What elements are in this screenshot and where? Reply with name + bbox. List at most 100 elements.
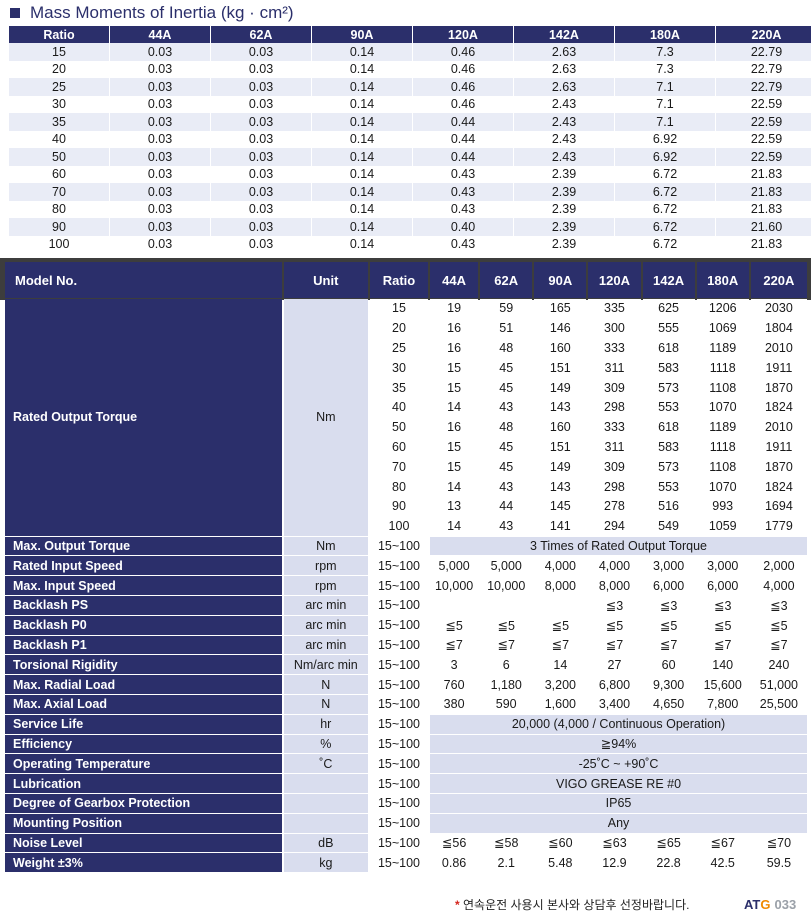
spec-row-value: 3,400 — [588, 694, 641, 714]
inertia-cell: 0.03 — [211, 183, 311, 201]
inertia-cell: 0.46 — [413, 95, 513, 113]
torque-value-cell: 573 — [642, 457, 695, 477]
torque-row: 20 16 51 146 300 555 1069 1804 — [5, 318, 807, 338]
spec-row-ratio: 15~100 — [369, 774, 429, 793]
spec-row-value: ≦7 — [430, 635, 479, 655]
inertia-cell: 0.40 — [413, 218, 513, 236]
spec-row-span-value: Any — [430, 813, 807, 833]
spec-row-value: 51,000 — [750, 675, 807, 694]
spec-row-value: 5,000 — [480, 556, 533, 576]
spec-row: Mounting Position 15~100 Any — [5, 813, 807, 833]
inertia-header-cell: 62A — [211, 26, 311, 43]
inertia-row: 35 0.03 0.03 0.14 0.44 2.43 7.1 22.59 — [9, 113, 811, 131]
inertia-cell: 0.03 — [110, 165, 210, 183]
spec-row-value: ≦5 — [750, 615, 807, 635]
spec-row-ratio: 15~100 — [369, 793, 429, 813]
spec-row-span-value: 20,000 (4,000 / Continuous Operation) — [430, 714, 807, 734]
inertia-cell: 80 — [9, 200, 109, 218]
torque-value-cell: 16 — [430, 417, 479, 437]
spec-row-label: Max. Axial Load — [5, 694, 282, 714]
inertia-cell: 0.03 — [110, 113, 210, 131]
torque-ratio-cell: 15 — [369, 299, 429, 318]
torque-ratio-cell: 60 — [369, 437, 429, 457]
spec-row-label: Lubrication — [5, 774, 282, 793]
inertia-cell: 70 — [9, 183, 109, 201]
spec-row-value: 6,000 — [642, 576, 695, 595]
inertia-cell: 7.3 — [615, 60, 715, 78]
spec-row-value: 4,650 — [642, 694, 695, 714]
spec-row-value: ≦65 — [642, 833, 695, 853]
spec-row-value: 7,800 — [696, 694, 749, 714]
torque-ratio-cell: 80 — [369, 477, 429, 496]
spec-header-cell: 90A — [534, 262, 587, 298]
spec-row-label: Degree of Gearbox Protection — [5, 793, 282, 813]
spec-row-value: ≦67 — [696, 833, 749, 853]
spec-row-value: 22.8 — [642, 853, 695, 873]
inertia-cell: 0.43 — [413, 165, 513, 183]
spec-row-value: 10,000 — [430, 576, 479, 595]
spec-row-ratio: 15~100 — [369, 714, 429, 734]
spec-row-label: Max. Radial Load — [5, 675, 282, 694]
inertia-header-cell: 142A — [514, 26, 614, 43]
torque-value-cell: 151 — [534, 358, 587, 378]
spec-row-ratio: 15~100 — [369, 536, 429, 556]
spec-row-value: ≦7 — [588, 635, 641, 655]
spec-row-value: 4,000 — [750, 576, 807, 595]
torque-ratio-cell: 25 — [369, 338, 429, 358]
inertia-cell: 0.14 — [312, 148, 412, 166]
inertia-cell: 0.03 — [110, 60, 210, 78]
torque-value-cell: 48 — [480, 338, 533, 358]
torque-ratio-cell: 35 — [369, 378, 429, 397]
torque-value-cell: 309 — [588, 378, 641, 397]
inertia-row: 25 0.03 0.03 0.14 0.46 2.63 7.1 22.79 — [9, 78, 811, 96]
inertia-cell: 22.79 — [716, 43, 811, 61]
torque-value-cell: 160 — [534, 338, 587, 358]
spec-row-value: 9,300 — [642, 675, 695, 694]
inertia-cell: 0.44 — [413, 148, 513, 166]
spec-row-value: 6,800 — [588, 675, 641, 694]
spec-row-value: 760 — [430, 675, 479, 694]
inertia-cell: 30 — [9, 95, 109, 113]
spec-row-value: ≦5 — [696, 615, 749, 635]
inertia-cell: 0.14 — [312, 183, 412, 201]
rated-output-torque-label: Rated Output Torque — [5, 299, 282, 536]
spec-row: Max. Axial Load N 15~100 380 590 1,600 3,400 4,… — [5, 694, 807, 714]
inertia-cell: 0.44 — [413, 113, 513, 131]
inertia-title: Mass Moments of Inertia (kg · cm²) — [30, 3, 294, 22]
inertia-cell: 21.60 — [716, 218, 811, 236]
inertia-cell: 0.14 — [312, 130, 412, 148]
inertia-cell: 20 — [9, 60, 109, 78]
inertia-cell: 0.03 — [211, 200, 311, 218]
spec-row-unit: ˚C — [283, 754, 368, 774]
spec-row-value: ≦7 — [534, 635, 587, 655]
torque-value-cell: 151 — [534, 437, 587, 457]
spec-row-ratio: 15~100 — [369, 675, 429, 694]
spec-row-value: ≦63 — [588, 833, 641, 853]
spec-row: Torsional Rigidity Nm/arc min 15~100 3 6 14 27… — [5, 655, 807, 675]
spec-header-cell: 180A — [696, 262, 749, 298]
torque-value-cell: 1059 — [696, 516, 749, 536]
torque-value-cell: 1911 — [750, 437, 807, 457]
torque-value-cell: 1189 — [696, 417, 749, 437]
torque-value-cell: 1870 — [750, 457, 807, 477]
inertia-cell: 0.14 — [312, 218, 412, 236]
inertia-row: 30 0.03 0.03 0.14 0.46 2.43 7.1 22.59 — [9, 95, 811, 113]
inertia-cell: 0.46 — [413, 78, 513, 96]
torque-value-cell: 45 — [480, 437, 533, 457]
torque-row: 90 13 44 145 278 516 993 1694 — [5, 496, 807, 516]
torque-value-cell: 59 — [480, 299, 533, 318]
torque-value-cell: 15 — [430, 457, 479, 477]
spec-row-ratio: 15~100 — [369, 595, 429, 615]
inertia-row: 90 0.03 0.03 0.14 0.40 2.39 6.72 21.60 — [9, 218, 811, 236]
inertia-cell: 0.03 — [211, 235, 311, 253]
spec-row-unit — [283, 793, 368, 813]
spec-row-ratio: 15~100 — [369, 754, 429, 774]
spec-row-value: 8,000 — [588, 576, 641, 595]
inertia-cell: 0.03 — [110, 200, 210, 218]
inertia-cell: 2.39 — [514, 218, 614, 236]
inertia-cell: 22.79 — [716, 60, 811, 78]
inertia-cell: 22.59 — [716, 148, 811, 166]
torque-value-cell: 298 — [588, 397, 641, 417]
spec-row-span-value: -25˚C ~ +90˚C — [430, 754, 807, 774]
inertia-cell: 6.72 — [615, 183, 715, 201]
